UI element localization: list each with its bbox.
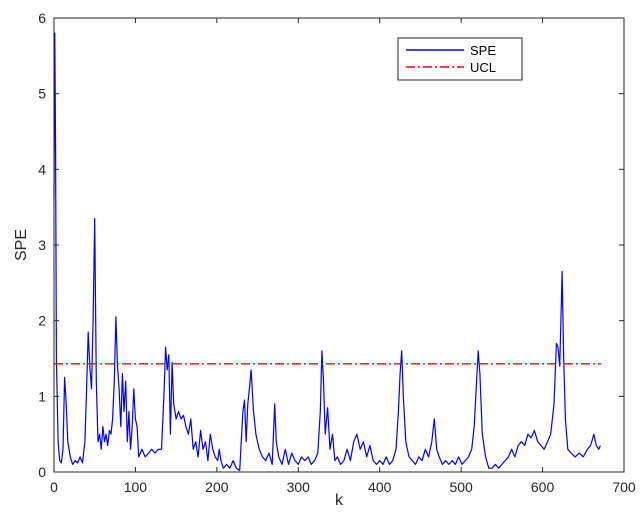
x-tick-label: 300 [287, 479, 311, 495]
axes-layer: 0 100 200 300 400 500 600 700 0 1 2 3 4 5 6 [38, 10, 636, 495]
legend-label-ucl: UCL [470, 60, 496, 75]
series-layer [53, 32, 602, 472]
x-tick-label: 200 [205, 479, 229, 495]
x-tick-label: 100 [124, 479, 148, 495]
y-tick-label: 4 [38, 161, 46, 177]
legend-label-spe: SPE [470, 43, 496, 58]
y-tick-label: 3 [38, 237, 46, 253]
y-tick-label: 1 [38, 388, 46, 404]
legend: SPE UCL [397, 37, 523, 81]
x-tick-label: 700 [612, 479, 636, 495]
x-tick-label: 0 [50, 479, 58, 495]
series-spe-line [53, 32, 601, 472]
y-tick-label: 0 [38, 464, 46, 480]
plot-background [54, 18, 624, 472]
y-tick-label: 5 [38, 86, 46, 102]
y-axis-title: SPE [13, 229, 30, 261]
y-tick-label: 2 [38, 313, 46, 329]
legend-box [397, 37, 523, 81]
y-tick-label: 6 [38, 10, 46, 26]
x-tick-label: 600 [531, 479, 555, 495]
x-tick-label: 400 [368, 479, 392, 495]
x-axis-title: k [335, 492, 344, 509]
x-tick-label: 500 [449, 479, 473, 495]
